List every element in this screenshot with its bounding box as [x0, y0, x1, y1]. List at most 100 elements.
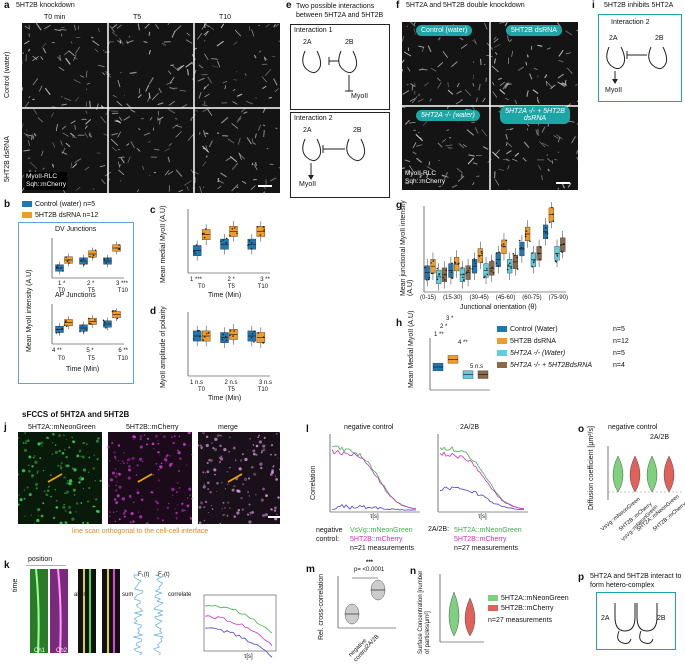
sig-h-5: 5 n.s	[470, 364, 483, 370]
l-xlabel-1: τ[s]	[370, 514, 379, 520]
junction-segment	[119, 117, 121, 121]
junction-segment	[242, 181, 246, 183]
junction-segment	[205, 94, 210, 97]
j-speckle	[199, 521, 202, 524]
j-speckle	[140, 445, 143, 448]
data-point	[519, 248, 521, 250]
j-speckle	[177, 450, 178, 451]
panel-b-letter: b	[4, 199, 10, 210]
junction-segment	[492, 82, 494, 85]
junction-segment	[144, 133, 150, 135]
l-xlabel-2: τ[s]	[478, 514, 487, 520]
k-fluct-1	[154, 575, 163, 655]
j-speckle	[37, 470, 39, 472]
junction-segment	[416, 145, 422, 147]
j-speckle	[249, 504, 251, 506]
data-point	[64, 324, 66, 326]
junction-segment	[75, 97, 79, 102]
data-point	[468, 270, 470, 272]
j-speckle	[64, 493, 65, 494]
junction-segment	[51, 112, 54, 117]
junction-segment	[473, 83, 474, 86]
j-speckle	[86, 443, 88, 445]
j-speckle	[28, 470, 31, 473]
junction-segment	[34, 109, 37, 114]
junction-segment	[437, 82, 441, 88]
legend-h-swatch-1	[497, 338, 507, 344]
sig-h-3: 3 *	[446, 316, 453, 322]
junction-segment	[479, 84, 480, 91]
junction-segment	[506, 151, 511, 154]
data-point	[232, 335, 234, 337]
data-point	[234, 227, 236, 229]
data-point	[118, 248, 120, 250]
j-speckle	[109, 516, 110, 517]
j-speckle	[52, 442, 53, 443]
data-point	[83, 258, 85, 260]
junction-segment	[101, 179, 105, 184]
data-point	[251, 242, 253, 244]
junction-segment	[548, 169, 549, 171]
j-speckle	[235, 460, 237, 462]
data-point	[114, 310, 116, 312]
j-images	[18, 432, 280, 524]
junction-segment	[237, 94, 242, 96]
j-speckle	[247, 491, 249, 493]
legend-h-name-3: 5HT2A -/- + 5HT2BdsRNA	[510, 362, 592, 369]
tick-g-5: (75-90)	[549, 295, 568, 301]
pill-double: 5HT2A -/- + 5HT2B dsRNA	[500, 106, 570, 124]
j-speckle	[262, 488, 265, 491]
junction-segment	[100, 166, 105, 167]
j-speckle	[55, 445, 56, 446]
j-speckle	[65, 510, 67, 512]
j-speckle	[66, 439, 67, 440]
j-speckle	[265, 494, 268, 497]
junction-segment	[24, 41, 29, 44]
junction-segment	[221, 24, 224, 28]
data-point	[538, 252, 540, 254]
junction-segment	[414, 22, 415, 24]
j-speckle	[146, 443, 148, 445]
junction-segment	[253, 143, 256, 145]
j-speckle	[25, 440, 27, 442]
j-speckle	[160, 433, 161, 434]
data-point	[429, 277, 431, 279]
j-speckle	[174, 435, 176, 437]
panel-d-letter: d	[150, 306, 156, 317]
junction-segment	[494, 44, 501, 47]
panel-e-title: Two possible interactions between 5HT2A …	[296, 2, 396, 20]
panel-i-myoii: MyoII	[605, 87, 622, 94]
junction-segment	[85, 167, 89, 170]
j-speckle	[274, 507, 277, 510]
sig-c-2: 2 *	[227, 277, 234, 283]
j-speckle	[214, 448, 217, 451]
j-speckle	[116, 473, 117, 474]
data-point	[251, 337, 253, 339]
junction-segment	[212, 66, 218, 68]
j-speckle	[131, 512, 134, 515]
data-point	[490, 270, 492, 272]
j-speckle	[111, 442, 113, 444]
j-speckle	[207, 481, 210, 484]
data-point	[516, 257, 518, 259]
junction-segment	[75, 159, 81, 163]
data-point	[426, 279, 428, 281]
j-speckle	[211, 442, 213, 444]
legend-h-n-2: n=5	[613, 348, 625, 360]
data-point	[89, 256, 91, 258]
data-point	[83, 331, 85, 333]
data-point	[95, 250, 97, 252]
junction-segment	[533, 90, 538, 94]
junction-segment	[266, 24, 270, 27]
data-point	[94, 319, 96, 321]
j-speckle	[62, 506, 65, 509]
j-speckle	[221, 482, 223, 484]
junction-segment	[416, 134, 423, 140]
junction-segment	[60, 55, 61, 61]
junction-segment	[475, 127, 478, 133]
j-speckle	[127, 458, 130, 461]
junction-segment	[482, 129, 487, 136]
legend-h-name-1: 5HT2B dsRNA	[510, 338, 556, 345]
junction-segment	[209, 141, 212, 147]
j-speckle	[133, 501, 135, 503]
